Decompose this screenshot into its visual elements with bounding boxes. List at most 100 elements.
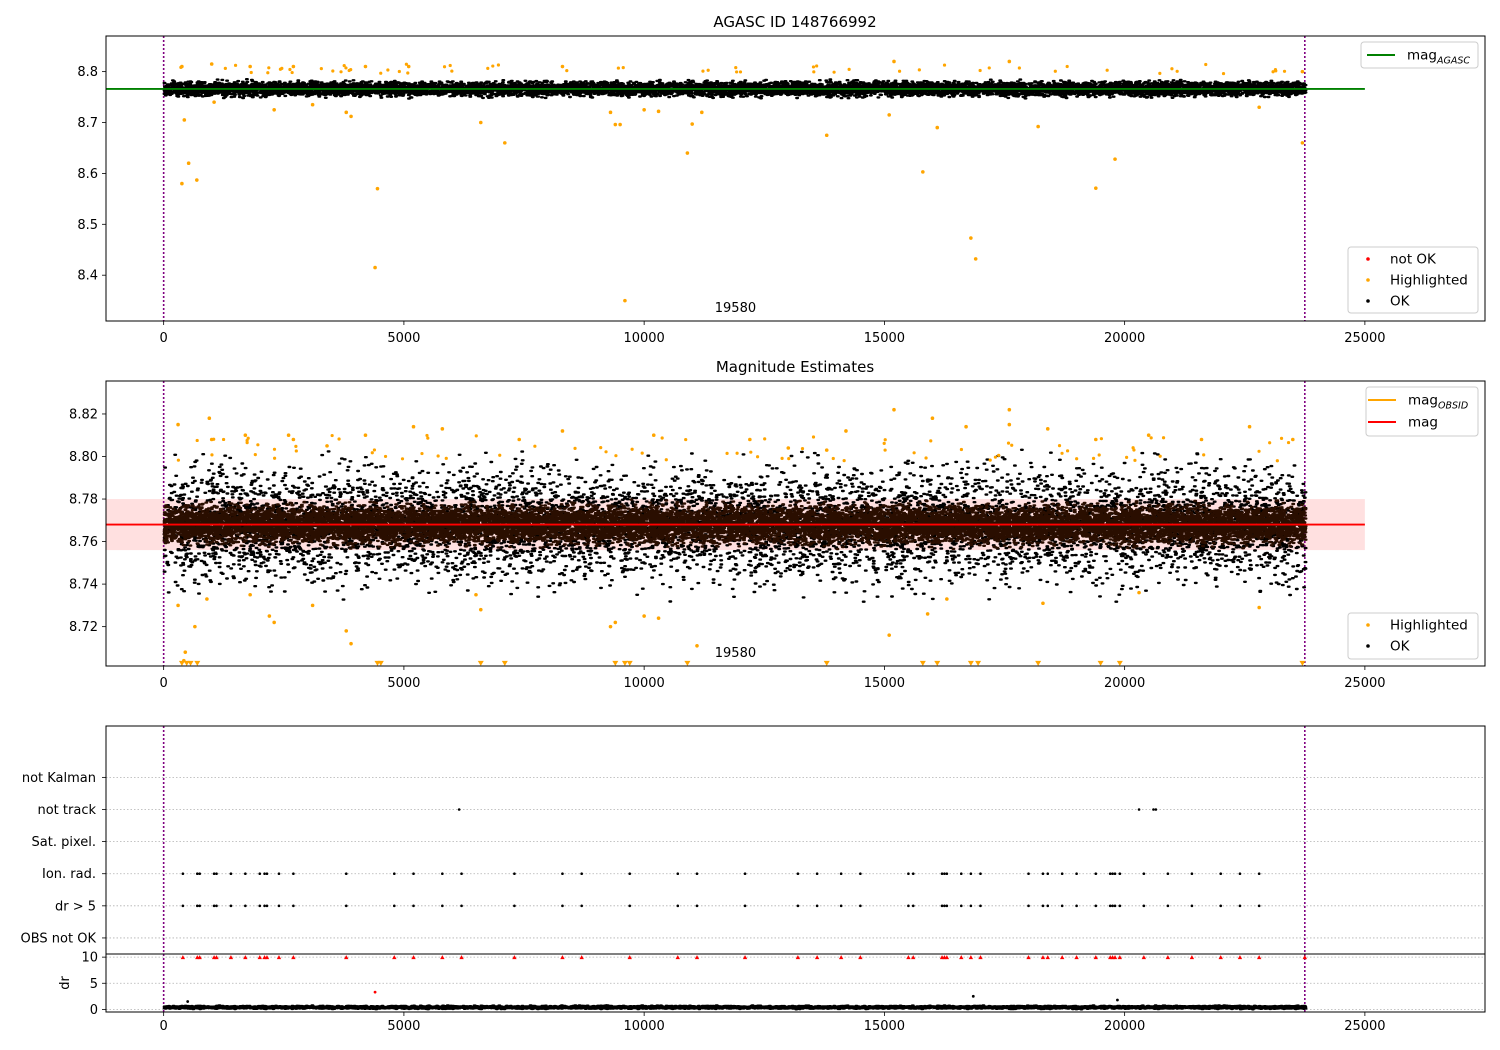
x-tick-label: 25000 <box>1344 331 1385 346</box>
flag-point <box>1257 872 1261 876</box>
y-tick-label: 8.78 <box>69 493 98 508</box>
clipped-marker <box>627 955 632 960</box>
clipped-marker <box>560 955 565 960</box>
clipped-marker <box>291 955 296 960</box>
plot-frame <box>105 380 1486 667</box>
highlighted-point <box>186 161 191 166</box>
highlighted-point <box>748 437 752 442</box>
highlighted-point <box>945 597 949 601</box>
flag-point <box>1166 872 1170 876</box>
highlighted-point <box>987 66 991 70</box>
flag-point <box>911 872 915 876</box>
flag-point <box>1108 872 1112 876</box>
highlighted-point <box>372 448 377 452</box>
highlighted-point <box>278 67 283 71</box>
highlighted-point <box>373 265 377 270</box>
flag-point <box>1257 904 1261 908</box>
clipped-marker <box>838 955 844 960</box>
flag-point <box>1142 872 1146 876</box>
highlighted-point <box>608 110 613 115</box>
highlighted-point <box>344 629 349 633</box>
highlighted-point <box>404 62 408 66</box>
x-tick-label: 5000 <box>387 676 420 691</box>
highlighted-point <box>212 437 216 441</box>
clipped-marker <box>944 955 950 960</box>
y-tick-label: 8.6 <box>77 167 98 182</box>
highlighted-point <box>735 451 739 455</box>
highlighted-point <box>847 67 851 71</box>
x-tick-label: 25000 <box>1344 1019 1385 1034</box>
flag-point <box>460 904 463 908</box>
legend-top: magAGASC <box>1360 41 1479 69</box>
flag-point <box>839 904 843 908</box>
highlighted-point <box>1170 67 1174 71</box>
highlighted-point <box>613 620 618 625</box>
flag-point <box>277 904 281 908</box>
flag-point <box>979 872 982 876</box>
highlighted-point <box>660 436 664 440</box>
flag-point <box>1118 904 1122 908</box>
highlighted-point <box>621 66 625 70</box>
highlighted-point <box>210 453 214 457</box>
flag-point <box>943 904 946 908</box>
legend-label: Highlighted <box>1390 618 1468 634</box>
highlighted-point <box>832 70 836 74</box>
flag-point <box>1027 872 1030 876</box>
flag-point <box>244 904 247 908</box>
clipped-marker <box>694 955 700 960</box>
flag-point <box>1094 872 1098 876</box>
flag-point <box>215 872 218 876</box>
highlighted-point <box>383 454 388 459</box>
legend-dot-marker <box>1366 623 1370 627</box>
highlighted-point <box>1105 68 1109 72</box>
dr-panel: 0 5000 10000 15000 20000 25000 0 5 10 dr <box>58 951 1486 1034</box>
highlighted-point <box>436 454 440 458</box>
highlighted-point <box>486 66 490 70</box>
highlighted-point <box>642 107 646 112</box>
highlighted-point <box>735 70 739 74</box>
highlighted-point <box>248 592 252 597</box>
highlighted-point <box>339 70 343 74</box>
y-axis-label: dr <box>58 976 73 990</box>
flag-point <box>215 904 218 908</box>
highlighted-point <box>176 603 180 608</box>
highlighted-point <box>342 63 346 68</box>
highlighted-point <box>929 439 933 443</box>
offscale-marker <box>1116 660 1123 666</box>
highlighted-point <box>286 433 291 438</box>
highlighted-point <box>272 447 277 451</box>
offscale-marker <box>823 660 830 666</box>
flags-panel: OBS not OK dr > 5 Ion. rad. Sat. pixel. not … <box>21 725 1486 955</box>
flag-point <box>292 872 295 876</box>
highlighted-point <box>517 437 522 442</box>
flag-point <box>195 872 199 876</box>
clipped-marker <box>1302 955 1308 960</box>
obsid-label: 19580 <box>715 646 756 661</box>
flag-point <box>979 904 982 908</box>
highlighted-point <box>411 424 416 429</box>
highlighted-point <box>212 100 216 104</box>
flag-point <box>229 872 233 876</box>
flag-point <box>212 904 216 908</box>
flag-point <box>959 872 963 876</box>
offscale-marker <box>178 660 185 666</box>
highlighted-point <box>1132 448 1136 452</box>
highlighted-point <box>1158 454 1162 458</box>
highlighted-point <box>182 118 187 122</box>
highlighted-point <box>233 63 238 67</box>
clipped-marker <box>440 955 445 960</box>
highlighted-point <box>183 650 188 654</box>
highlighted-point <box>1007 59 1012 64</box>
highlighted-point <box>375 186 380 191</box>
highlighted-point <box>1099 437 1103 441</box>
highlighted-point <box>1094 186 1098 190</box>
highlighted-point <box>1149 436 1153 440</box>
highlighted-point <box>824 448 829 452</box>
legend-frame <box>1347 612 1479 660</box>
highlighted-point <box>1268 441 1272 445</box>
clipped-marker <box>276 955 282 960</box>
offscale-marker <box>1097 660 1104 666</box>
x-tick-label: 10000 <box>623 1019 664 1034</box>
